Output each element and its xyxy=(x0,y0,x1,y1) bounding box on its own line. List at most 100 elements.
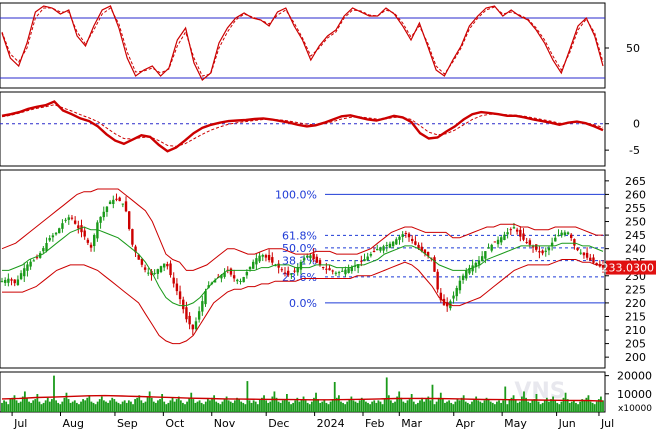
volume-bar xyxy=(292,402,295,412)
volume-bar xyxy=(560,401,563,412)
stochastic-solid-line xyxy=(1,5,604,81)
volume-bar xyxy=(454,401,457,412)
candle-body xyxy=(420,246,423,252)
candle-body xyxy=(102,211,105,218)
candle-body xyxy=(286,270,290,276)
volume-bar xyxy=(306,402,309,412)
volume-bar xyxy=(67,399,70,412)
volume-bar xyxy=(271,396,274,412)
volume-bar xyxy=(258,399,261,412)
volume-bar xyxy=(558,404,561,412)
volume-bar xyxy=(496,401,498,412)
volume-bar xyxy=(344,404,347,412)
candle-body xyxy=(579,252,582,254)
volume-bar xyxy=(7,404,10,412)
candle-body xyxy=(112,199,115,205)
candle-body xyxy=(73,220,77,224)
volume-bar xyxy=(348,399,351,412)
x-axis-month-label: Nov xyxy=(214,417,236,430)
volume-bar xyxy=(500,402,503,412)
volume-bar xyxy=(123,400,126,412)
candle-body xyxy=(474,262,478,268)
candle-body xyxy=(312,253,315,260)
volume-bar xyxy=(385,377,388,412)
fibonacci-label: 38.2% xyxy=(282,255,317,268)
fibonacci-label: 100.0% xyxy=(275,188,317,201)
volume-bar xyxy=(13,395,16,412)
volume-bar xyxy=(481,402,484,412)
volume-bar xyxy=(462,395,465,412)
volume-bar xyxy=(535,394,538,412)
volume-bar xyxy=(267,402,270,412)
candle-body xyxy=(560,232,563,236)
volume-bar xyxy=(437,397,440,412)
volume-bar xyxy=(404,402,407,412)
candle-body xyxy=(213,280,217,283)
volume-bar xyxy=(204,401,207,412)
volume-bar xyxy=(236,397,238,412)
volume-bar xyxy=(134,399,136,412)
volume-bar xyxy=(450,402,453,412)
macd-solid-line xyxy=(1,100,604,153)
volume-bar xyxy=(19,401,22,412)
volume-bar xyxy=(63,397,66,412)
volume-bar xyxy=(489,401,492,412)
volume-bar xyxy=(358,400,361,412)
volume-bar xyxy=(136,397,139,412)
volume-bar xyxy=(591,402,594,412)
volume-bar xyxy=(288,401,290,412)
volume-bar xyxy=(51,399,53,412)
candle-body xyxy=(175,283,179,292)
volume-bar xyxy=(581,399,584,412)
candle-body xyxy=(261,255,264,257)
volume-bar xyxy=(331,399,334,412)
candle-body xyxy=(296,267,299,273)
volume-bar xyxy=(583,400,586,412)
candle-body xyxy=(293,270,296,272)
candle-body xyxy=(353,265,357,267)
volume-bar xyxy=(234,400,236,412)
candle-body xyxy=(582,252,586,256)
candle-body xyxy=(458,280,462,291)
candle-body xyxy=(439,292,443,301)
macd-tick-label: -5 xyxy=(629,144,640,157)
volume-bar xyxy=(570,401,573,412)
volume-bar xyxy=(256,404,259,412)
candle-body xyxy=(124,201,128,212)
volume-bar xyxy=(373,400,376,412)
candle-body xyxy=(267,254,271,261)
volume-bar xyxy=(477,400,480,412)
volume-bar xyxy=(493,404,496,412)
volume-bar xyxy=(485,397,488,412)
volume-bar xyxy=(3,400,5,412)
candle-body xyxy=(356,264,360,269)
volume-moving-average xyxy=(1,394,604,402)
volume-bar xyxy=(261,397,263,412)
volume-bar xyxy=(587,395,590,412)
last-price-label: 233.0300 xyxy=(602,262,655,275)
volume-bar xyxy=(140,400,143,412)
candle-body xyxy=(321,266,325,268)
volume-bar xyxy=(17,402,20,412)
bollinger-lower-band xyxy=(2,259,603,345)
volume-bar xyxy=(377,400,380,412)
volume-bar xyxy=(82,399,85,412)
volume-bar xyxy=(146,396,149,412)
volume-tick-label: 10000 xyxy=(617,388,652,401)
volume-bar xyxy=(556,402,559,412)
volume-bar xyxy=(105,401,107,412)
volume-bar xyxy=(458,400,461,412)
volume-bar xyxy=(398,391,401,412)
candle-body xyxy=(197,311,201,320)
volume-bar xyxy=(254,401,257,412)
volume-bar xyxy=(36,394,39,412)
candle-body xyxy=(162,263,166,268)
volume-bar xyxy=(150,397,153,412)
candle-body xyxy=(134,246,137,253)
candle-body xyxy=(595,262,598,266)
volume-bar xyxy=(417,402,419,412)
candle-body xyxy=(10,279,13,281)
volume-bar xyxy=(119,404,122,412)
candle-body xyxy=(557,235,560,237)
candle-body xyxy=(503,234,506,241)
